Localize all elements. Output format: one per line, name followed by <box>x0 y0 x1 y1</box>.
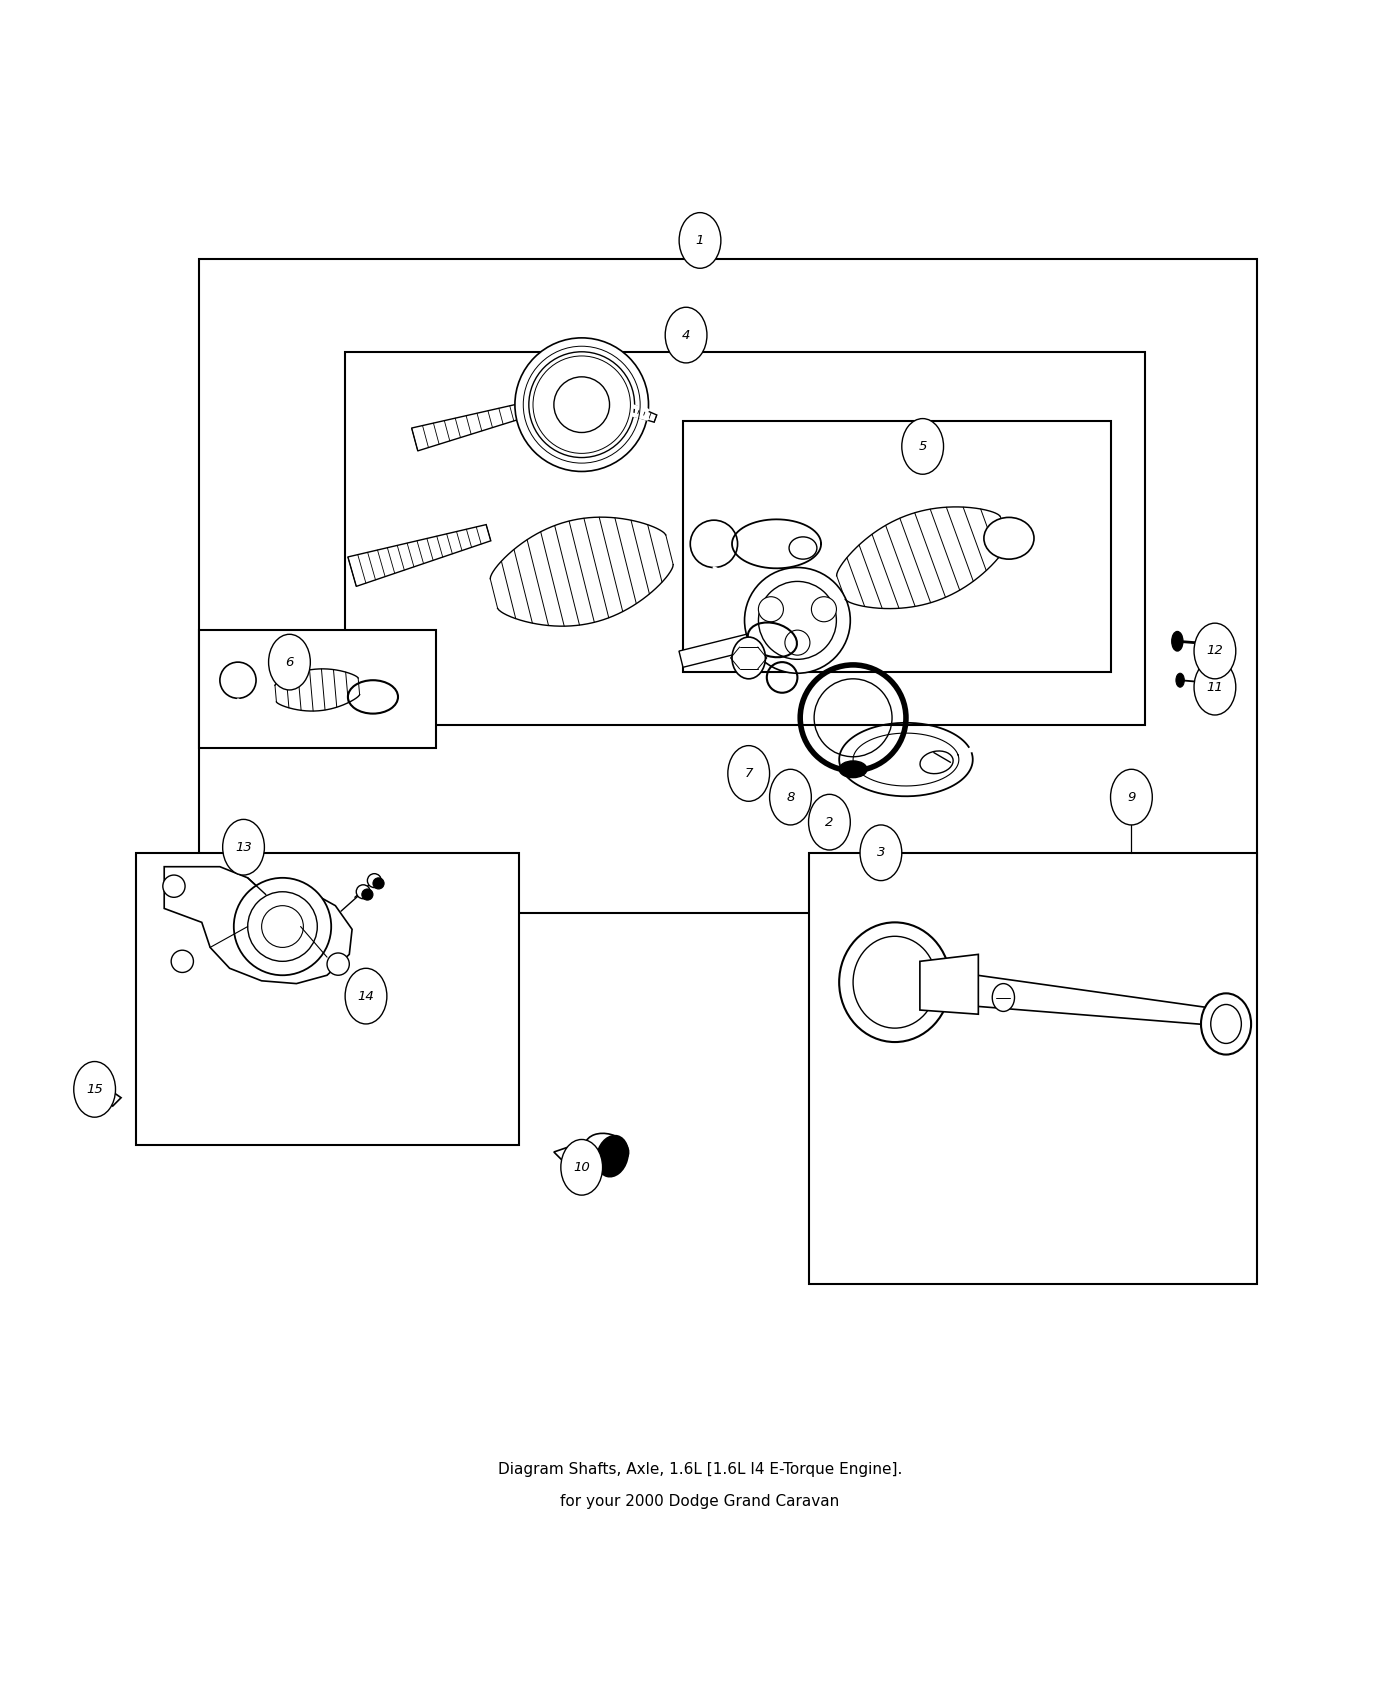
Ellipse shape <box>809 794 850 850</box>
Ellipse shape <box>554 377 609 432</box>
Text: 12: 12 <box>1207 644 1224 658</box>
Polygon shape <box>920 954 979 1015</box>
Ellipse shape <box>812 597 836 622</box>
Ellipse shape <box>1172 631 1183 651</box>
Polygon shape <box>683 422 1110 672</box>
Text: 3: 3 <box>876 847 885 858</box>
Ellipse shape <box>839 923 951 1042</box>
Polygon shape <box>199 258 1257 913</box>
Ellipse shape <box>361 889 372 899</box>
Ellipse shape <box>171 950 193 972</box>
Ellipse shape <box>790 537 816 559</box>
Ellipse shape <box>515 338 648 471</box>
Polygon shape <box>346 352 1145 724</box>
Ellipse shape <box>346 969 386 1023</box>
Polygon shape <box>554 1136 616 1166</box>
Text: for your 2000 Dodge Grand Caravan: for your 2000 Dodge Grand Caravan <box>560 1494 840 1510</box>
Polygon shape <box>412 398 546 450</box>
Ellipse shape <box>770 770 812 824</box>
Ellipse shape <box>585 1134 629 1165</box>
Ellipse shape <box>902 418 944 474</box>
Ellipse shape <box>839 762 867 777</box>
Text: 6: 6 <box>286 656 294 668</box>
Ellipse shape <box>367 874 381 887</box>
Ellipse shape <box>1110 770 1152 824</box>
Ellipse shape <box>984 517 1035 559</box>
Text: 5: 5 <box>918 440 927 452</box>
Polygon shape <box>934 969 1217 1025</box>
Ellipse shape <box>745 568 850 673</box>
Ellipse shape <box>74 1061 115 1117</box>
Polygon shape <box>809 853 1257 1284</box>
Ellipse shape <box>356 884 370 899</box>
Text: 4: 4 <box>682 328 690 342</box>
Ellipse shape <box>529 352 634 457</box>
Polygon shape <box>85 1078 120 1107</box>
Text: 14: 14 <box>357 989 374 1003</box>
Ellipse shape <box>234 877 332 976</box>
Polygon shape <box>136 853 519 1146</box>
Ellipse shape <box>759 597 784 622</box>
Ellipse shape <box>1194 660 1236 716</box>
Polygon shape <box>679 620 805 668</box>
Ellipse shape <box>78 1074 97 1090</box>
Ellipse shape <box>223 819 265 876</box>
Ellipse shape <box>993 984 1015 1012</box>
Text: Diagram Shafts, Axle, 1.6L [1.6L I4 E-Torque Engine].: Diagram Shafts, Axle, 1.6L [1.6L I4 E-To… <box>498 1462 902 1477</box>
Ellipse shape <box>1194 624 1236 678</box>
Polygon shape <box>608 396 657 422</box>
Text: 8: 8 <box>787 790 795 804</box>
Ellipse shape <box>759 581 836 660</box>
Ellipse shape <box>162 876 185 898</box>
Text: 11: 11 <box>1207 680 1224 694</box>
Ellipse shape <box>679 212 721 269</box>
Ellipse shape <box>860 824 902 881</box>
Ellipse shape <box>372 877 384 889</box>
Ellipse shape <box>596 1136 629 1176</box>
Polygon shape <box>164 867 351 984</box>
Text: 10: 10 <box>574 1161 589 1173</box>
Text: 15: 15 <box>87 1083 104 1096</box>
Text: 13: 13 <box>235 842 252 853</box>
Text: 7: 7 <box>745 767 753 780</box>
Ellipse shape <box>1201 993 1252 1054</box>
Ellipse shape <box>1176 673 1184 687</box>
Text: 1: 1 <box>696 235 704 246</box>
Ellipse shape <box>732 638 766 678</box>
Text: 9: 9 <box>1127 790 1135 804</box>
Ellipse shape <box>853 937 937 1028</box>
Ellipse shape <box>269 634 311 690</box>
Ellipse shape <box>785 631 811 655</box>
Ellipse shape <box>561 1139 602 1195</box>
Polygon shape <box>347 525 491 586</box>
Polygon shape <box>199 631 435 748</box>
Ellipse shape <box>328 954 349 976</box>
Ellipse shape <box>665 308 707 362</box>
Text: 2: 2 <box>825 816 833 828</box>
Ellipse shape <box>728 746 770 801</box>
Ellipse shape <box>920 751 953 774</box>
